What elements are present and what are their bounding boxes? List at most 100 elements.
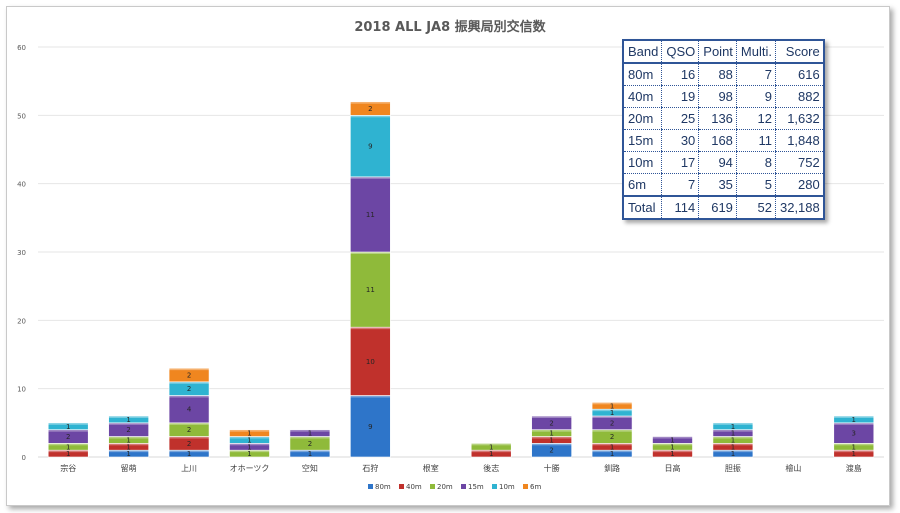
col-header-point: Point [698, 40, 737, 64]
cell-qso: 16 [661, 63, 699, 86]
cell-total-label: Total [623, 195, 662, 219]
bar-segment-highlight [289, 436, 330, 439]
data-label: 1 [549, 430, 553, 438]
bar-segment-highlight [712, 443, 753, 446]
data-label: 1 [610, 450, 614, 458]
bar-segment [531, 415, 572, 430]
bar-segment-highlight [712, 450, 753, 453]
data-label: 2 [66, 433, 70, 441]
table-row: 80m 16 88 7 616 [623, 63, 824, 86]
x-tick-label: 上川 [181, 464, 197, 473]
data-label: 1 [126, 443, 130, 451]
bar-segment-highlight [350, 101, 391, 104]
cell-point: 35 [698, 173, 737, 196]
y-tick-label: 50 [17, 112, 26, 120]
bar-segment-highlight [592, 450, 633, 453]
data-label: 1 [126, 436, 130, 444]
cell-multi: 8 [735, 151, 776, 174]
bar-segment-highlight [169, 368, 210, 371]
bar-segment [833, 415, 875, 424]
table-row: 15m 30 168 11 1,848 [623, 129, 824, 152]
bar-segment-highlight [531, 416, 572, 418]
data-label: 1 [670, 443, 674, 451]
bar-segment-highlight [531, 443, 572, 446]
bar-segment-highlight [712, 436, 753, 439]
bar-segment-highlight [48, 450, 89, 453]
table-row: 40m 19 98 9 882 [623, 85, 824, 108]
x-tick-label: 渡島 [846, 463, 862, 473]
y-tick-label: 60 [17, 44, 26, 52]
x-tick-label: 石狩 [362, 463, 378, 473]
legend-label: 15m [468, 483, 484, 491]
data-label: 1 [731, 436, 735, 444]
data-label: 2 [368, 105, 372, 113]
bar-segment [350, 395, 391, 458]
x-tick-label: 檜山 [785, 463, 801, 473]
col-header-qso: QSO [661, 40, 699, 64]
cell-total-score: 32,188 [774, 195, 824, 219]
bar-segment [652, 436, 693, 444]
bar-segment [168, 395, 210, 424]
y-tick-label: 30 [17, 249, 26, 257]
data-label: 1 [731, 443, 735, 451]
data-label: 1 [66, 450, 70, 458]
data-label: 9 [368, 143, 372, 151]
x-tick-label: 宗谷 [60, 463, 76, 473]
bar-segment-highlight [169, 395, 210, 398]
data-label: 1 [549, 436, 553, 444]
data-label: 1 [489, 450, 493, 458]
data-label: 1 [247, 430, 251, 438]
bar-segment-highlight [712, 429, 753, 432]
data-label: 1 [308, 430, 312, 438]
col-header-multi: Multi. [735, 40, 776, 64]
chart-title: 2018 ALL JA8 振興局別交信数 [354, 20, 546, 35]
col-header-score: Score [774, 40, 824, 64]
data-label: 1 [187, 450, 191, 458]
bar-segment-highlight [350, 395, 391, 398]
legend-swatch [399, 484, 404, 489]
bar-segment-highlight [108, 422, 149, 425]
data-label: 1 [731, 423, 735, 431]
data-label: 9 [368, 423, 372, 431]
x-tick-label: 空知 [302, 463, 318, 473]
bar-segment-highlight [531, 436, 572, 439]
cell-multi: 12 [735, 107, 776, 130]
cell-band: 40m [623, 85, 662, 108]
cell-point: 168 [698, 129, 737, 152]
bar-segment-highlight [833, 443, 874, 446]
bar-segment-highlight [592, 409, 633, 412]
bar-segment-highlight [48, 443, 89, 446]
cell-total-qso: 114 [661, 195, 699, 219]
cell-score: 616 [774, 63, 824, 86]
x-tick-label: 日高 [665, 463, 681, 473]
data-label: 1 [126, 450, 130, 458]
legend-swatch [430, 484, 435, 489]
bar-segment-highlight [833, 450, 874, 453]
cell-qso: 19 [661, 85, 699, 108]
data-label: 4 [187, 406, 192, 414]
table-total-row: Total 114 619 52 32,188 [623, 195, 824, 219]
data-label: 1 [66, 443, 70, 451]
bar-segment [289, 429, 331, 437]
data-label: 2 [610, 433, 614, 441]
bar-segment [350, 251, 391, 328]
table-row: 20m 25 136 12 1,632 [623, 107, 824, 130]
data-label: 1 [247, 443, 251, 451]
data-label: 1 [670, 436, 674, 444]
bar-segment-highlight [350, 176, 391, 179]
data-label: 2 [187, 426, 191, 434]
bar-segment-highlight [592, 443, 633, 446]
bar-segment-highlight [169, 450, 210, 453]
bar-segment-highlight [169, 436, 210, 439]
table-row: 10m 17 94 8 752 [623, 151, 824, 174]
data-label: 1 [852, 443, 856, 451]
bar-segment-highlight [169, 381, 210, 384]
bar-segment-highlight [652, 436, 693, 439]
data-label: 2 [549, 447, 553, 455]
bar-segment-highlight [350, 115, 391, 118]
cell-band: 6m [628, 177, 647, 192]
data-label: 11 [366, 211, 375, 219]
legend-label: 10m [499, 483, 515, 491]
cell-band: 10m [623, 151, 662, 174]
